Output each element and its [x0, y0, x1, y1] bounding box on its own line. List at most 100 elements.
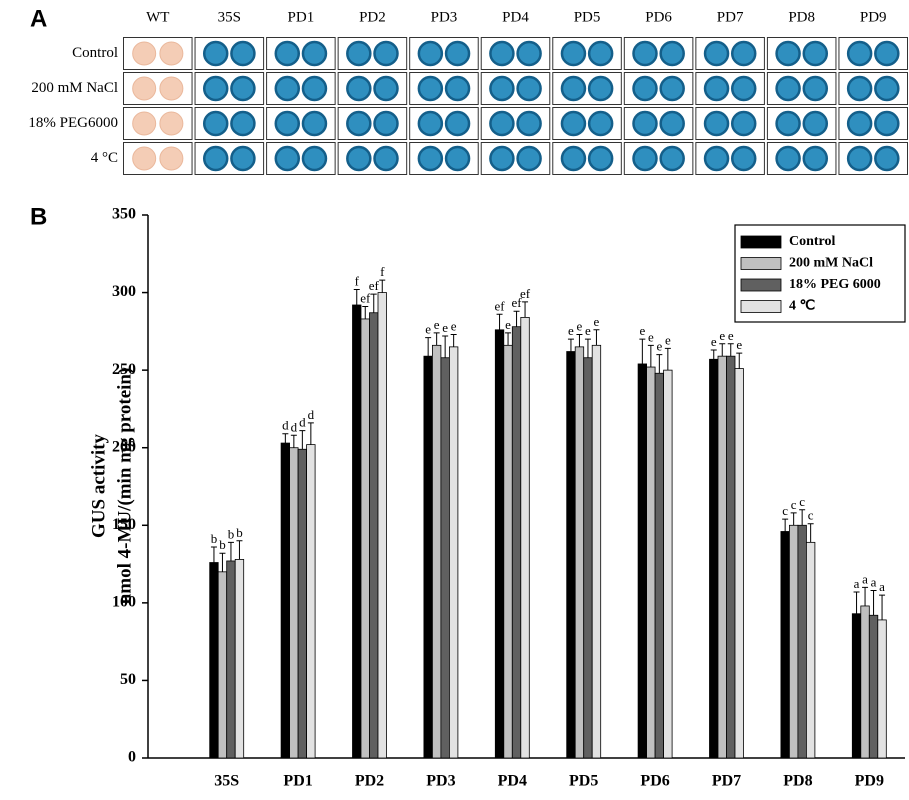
bar	[226, 560, 236, 759]
leaf-disc	[730, 75, 757, 102]
leaf-disc	[444, 145, 471, 172]
leaf-disc	[159, 76, 184, 101]
column-label: PD7	[717, 9, 744, 25]
leaf-disc	[632, 75, 658, 102]
x-tick-label: PD1	[283, 773, 312, 790]
leaf-disc	[274, 40, 301, 67]
leaf-disc	[489, 110, 515, 137]
error-bar	[353, 288, 360, 305]
x-tick-label: PD5	[569, 773, 598, 790]
x-tick-label: PD3	[426, 773, 455, 790]
leaf-disc	[202, 40, 229, 67]
column-label: PD4	[502, 9, 529, 25]
leaf-disc	[159, 111, 184, 136]
error-bar	[576, 333, 583, 347]
leaf-disc	[587, 145, 614, 172]
leaf-disc	[846, 75, 873, 102]
leaf-disc	[417, 75, 444, 102]
leaf-disc	[587, 40, 614, 67]
significance-letter: e	[711, 334, 717, 349]
error-bar	[307, 422, 314, 445]
error-bar	[853, 591, 860, 614]
error-bar	[450, 333, 457, 347]
leaf-disc	[202, 110, 229, 137]
legend-swatch	[740, 257, 782, 270]
bar	[591, 344, 602, 759]
leaf-disc	[874, 40, 900, 67]
leaf-disc	[659, 75, 685, 102]
bar	[663, 369, 673, 759]
error-bar	[799, 509, 806, 526]
significance-letter: e	[665, 332, 671, 347]
error-bar	[379, 279, 386, 293]
leaf-disc	[703, 75, 730, 102]
bar	[654, 372, 664, 759]
leaf-disc	[202, 75, 229, 102]
leaf-disc	[132, 76, 157, 101]
significance-letter: e	[719, 328, 725, 343]
row-label: 4 °C	[91, 150, 118, 166]
x-tick-label: PD2	[355, 773, 384, 790]
significance-letter: e	[577, 318, 583, 333]
leaf-disc	[730, 145, 757, 172]
leaf-disc	[846, 40, 873, 67]
leaf-disc	[730, 110, 757, 137]
leaf-disc	[659, 40, 685, 67]
leaf-disc	[874, 110, 900, 137]
leaf-disc	[846, 145, 873, 172]
bar	[860, 605, 870, 759]
error-bar	[639, 338, 646, 364]
leaf-disc	[874, 145, 900, 172]
leaf-disc	[274, 145, 301, 172]
column-label: PD8	[788, 9, 815, 25]
bar	[217, 571, 228, 759]
significance-letter: e	[639, 323, 645, 338]
bar	[583, 357, 593, 759]
error-bar	[790, 512, 797, 526]
significance-letter: e	[434, 317, 440, 332]
leaf-disc	[159, 146, 184, 171]
leaf-disc	[373, 110, 399, 137]
legend-label: 200 mM NaCl	[789, 256, 873, 271]
error-bar	[362, 306, 369, 319]
x-tick-label: PD9	[855, 773, 884, 790]
significance-letter: e	[568, 323, 574, 338]
leaf-disc	[417, 110, 444, 137]
bar	[726, 355, 736, 759]
bar	[209, 562, 219, 759]
bar	[494, 329, 505, 759]
panel-label: B	[30, 203, 47, 230]
error-bar	[210, 546, 217, 563]
bar	[851, 613, 862, 759]
error-bar	[219, 552, 226, 572]
x-tick-label: PD8	[783, 773, 812, 790]
error-bar	[656, 354, 663, 374]
error-bar	[227, 541, 234, 561]
y-tick-label: 50	[120, 671, 136, 688]
bar	[431, 344, 442, 759]
bar	[448, 346, 459, 759]
error-bar	[513, 310, 520, 327]
significance-letter: e	[736, 337, 742, 352]
bar	[637, 363, 647, 759]
leaf-disc	[802, 75, 829, 102]
error-bar	[664, 347, 671, 371]
bar	[377, 292, 387, 759]
bar	[297, 448, 308, 759]
bar	[868, 614, 879, 759]
error-bar	[433, 332, 440, 346]
legend-label: 18% PEG 6000	[789, 277, 881, 292]
bar	[352, 304, 362, 759]
leaf-disc	[703, 40, 730, 67]
leaf-disc	[159, 41, 184, 66]
bar	[780, 531, 790, 759]
bar	[877, 619, 887, 759]
column-label: PD5	[574, 9, 601, 25]
leaf-disc	[230, 40, 256, 67]
leaf-disc	[132, 41, 157, 66]
bar	[360, 318, 370, 759]
error-bar	[879, 594, 886, 620]
legend-swatch	[740, 300, 782, 313]
leaf-disc	[560, 145, 587, 172]
